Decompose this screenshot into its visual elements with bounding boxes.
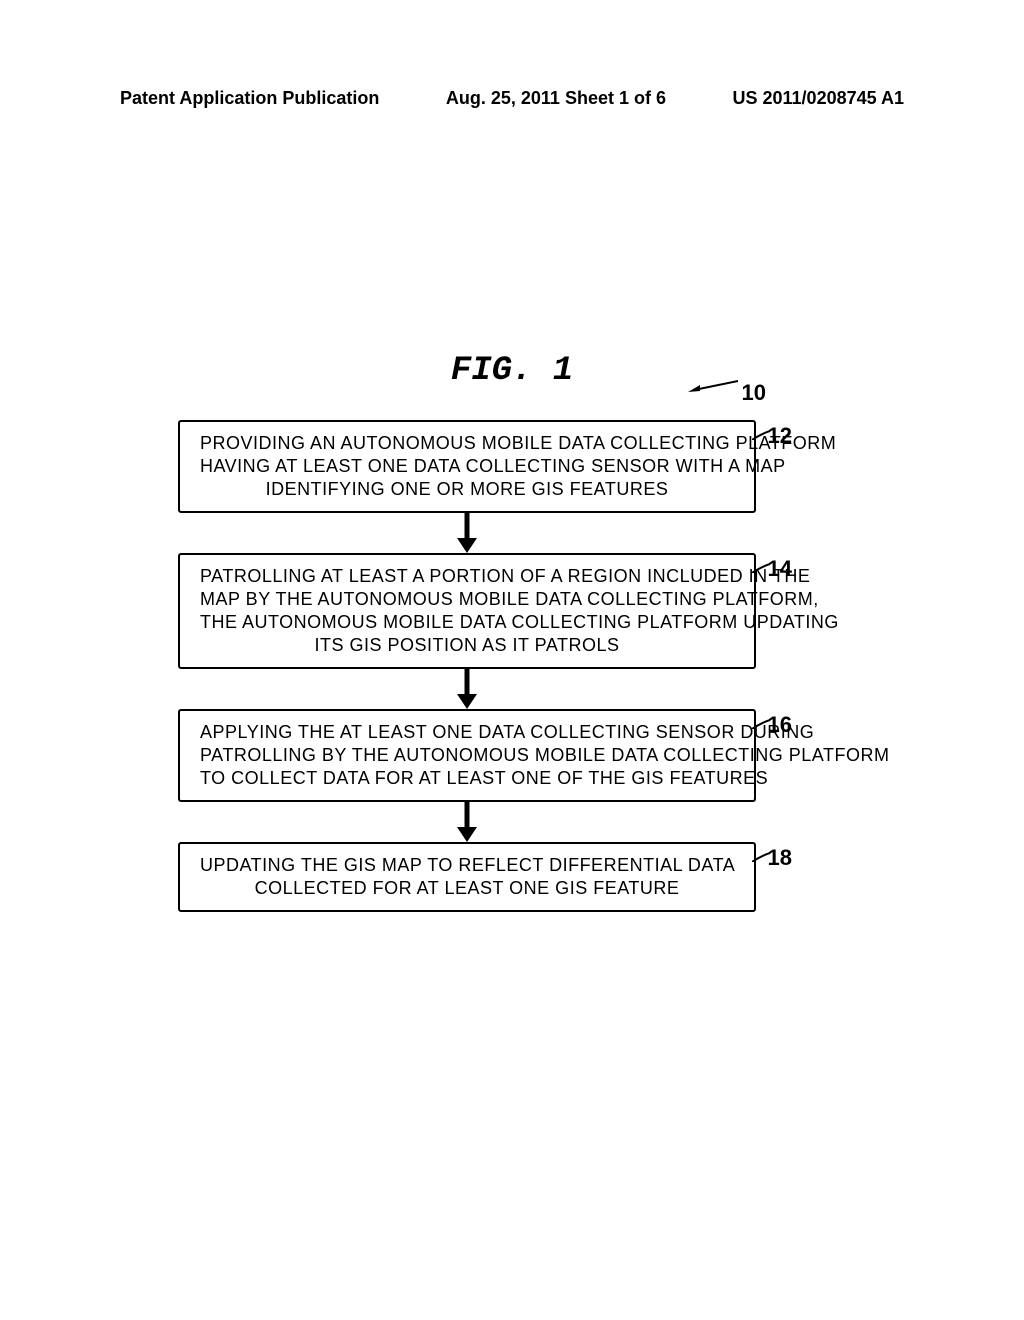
flow-box: PROVIDING AN AUTONOMOUS MOBILE DATA COLL… xyxy=(178,420,756,513)
flow-box: APPLYING THE AT LEAST ONE DATA COLLECTIN… xyxy=(178,709,756,802)
flow-arrow-icon xyxy=(457,513,477,553)
box-line: MAP BY THE AUTONOMOUS MOBILE DATA COLLEC… xyxy=(200,589,819,609)
step-label: 12 xyxy=(768,423,792,449)
box-line: IDENTIFYING ONE OR MORE GIS FEATURES xyxy=(266,479,669,499)
flow-arrow-icon xyxy=(457,669,477,709)
box-line: THE AUTONOMOUS MOBILE DATA COLLECTING PL… xyxy=(200,612,839,632)
box-line: PATROLLING BY THE AUTONOMOUS MOBILE DATA… xyxy=(200,745,889,765)
header-right: US 2011/0208745 A1 xyxy=(733,88,904,109)
flow-step-3: 16 APPLYING THE AT LEAST ONE DATA COLLEC… xyxy=(178,709,756,802)
flow-step-2: 14 PATROLLING AT LEAST A PORTION OF A RE… xyxy=(178,553,756,669)
page-header: Patent Application Publication Aug. 25, … xyxy=(0,88,1024,109)
flow-step-1: 12 PROVIDING AN AUTONOMOUS MOBILE DATA C… xyxy=(178,420,756,513)
box-line: ITS GIS POSITION AS IT PATROLS xyxy=(314,635,619,655)
box-line: PROVIDING AN AUTONOMOUS MOBILE DATA COLL… xyxy=(200,433,836,453)
box-line: COLLECTED FOR AT LEAST ONE GIS FEATURE xyxy=(255,878,680,898)
flow-step-4: 18 UPDATING THE GIS MAP TO REFLECT DIFFE… xyxy=(178,842,756,912)
flowchart: 12 PROVIDING AN AUTONOMOUS MOBILE DATA C… xyxy=(178,420,756,912)
step-label: 16 xyxy=(768,712,792,738)
header-center: Aug. 25, 2011 Sheet 1 of 6 xyxy=(446,88,666,109)
box-line: UPDATING THE GIS MAP TO REFLECT DIFFEREN… xyxy=(200,855,735,875)
patent-page: Patent Application Publication Aug. 25, … xyxy=(0,0,1024,1320)
step-label: 18 xyxy=(768,845,792,871)
system-reference-label: 10 xyxy=(742,380,766,406)
step-label: 14 xyxy=(768,556,792,582)
header-left: Patent Application Publication xyxy=(120,88,379,109)
flow-box: UPDATING THE GIS MAP TO REFLECT DIFFEREN… xyxy=(178,842,756,912)
box-line: APPLYING THE AT LEAST ONE DATA COLLECTIN… xyxy=(200,722,814,742)
box-line: PATROLLING AT LEAST A PORTION OF A REGIO… xyxy=(200,566,810,586)
system-leader-arrow-icon xyxy=(688,378,738,392)
flow-arrow-icon xyxy=(457,802,477,842)
flow-box: PATROLLING AT LEAST A PORTION OF A REGIO… xyxy=(178,553,756,669)
box-line: HAVING AT LEAST ONE DATA COLLECTING SENS… xyxy=(200,456,786,476)
box-line: TO COLLECT DATA FOR AT LEAST ONE OF THE … xyxy=(200,768,768,788)
figure-title: FIG. 1 xyxy=(451,352,573,390)
